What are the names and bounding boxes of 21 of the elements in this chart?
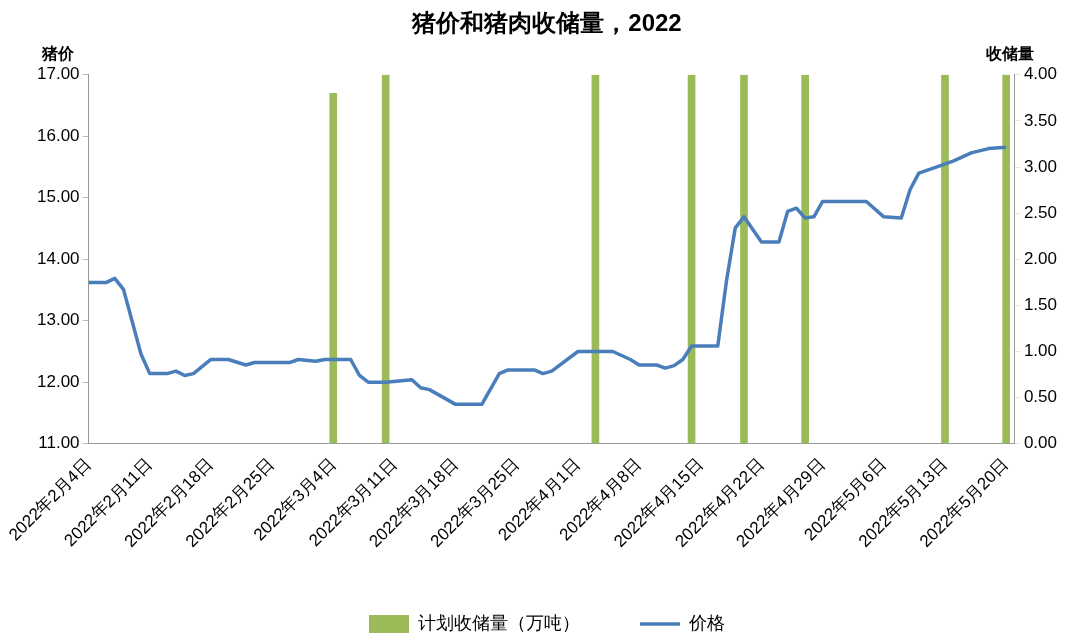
- y2-tick-label: 3.00: [1023, 156, 1058, 176]
- y2-tick-label: 2.00: [1023, 248, 1058, 268]
- y2-tick-label: 0.50: [1023, 387, 1058, 407]
- y2-tick-label: 3.50: [1023, 110, 1058, 130]
- y2-tick-label: 4.00: [1023, 64, 1058, 84]
- y-tick-label: 16.00: [36, 125, 80, 145]
- chart-title: 猪价和猪肉收储量，2022: [411, 9, 682, 37]
- y-axis-title: 猪价: [41, 45, 75, 63]
- y2-tick-label: 2.50: [1023, 202, 1058, 222]
- legend-label: 计划收储量（万吨）: [418, 612, 580, 633]
- y-tick-label: 14.00: [36, 248, 80, 268]
- y2-axis-title: 收储量: [986, 45, 1034, 63]
- y-tick-label: 11.00: [38, 433, 80, 453]
- y2-tick-label: 0.00: [1023, 433, 1058, 453]
- y2-tick-label: 1.00: [1023, 341, 1058, 361]
- y-tick-label: 17.00: [36, 64, 80, 84]
- y-tick-label: 13.00: [36, 310, 80, 330]
- y-tick-label: 12.00: [36, 371, 80, 391]
- y-tick-label: 15.00: [36, 187, 80, 207]
- legend-label: 价格: [688, 612, 725, 633]
- y2-tick-label: 1.50: [1023, 295, 1058, 315]
